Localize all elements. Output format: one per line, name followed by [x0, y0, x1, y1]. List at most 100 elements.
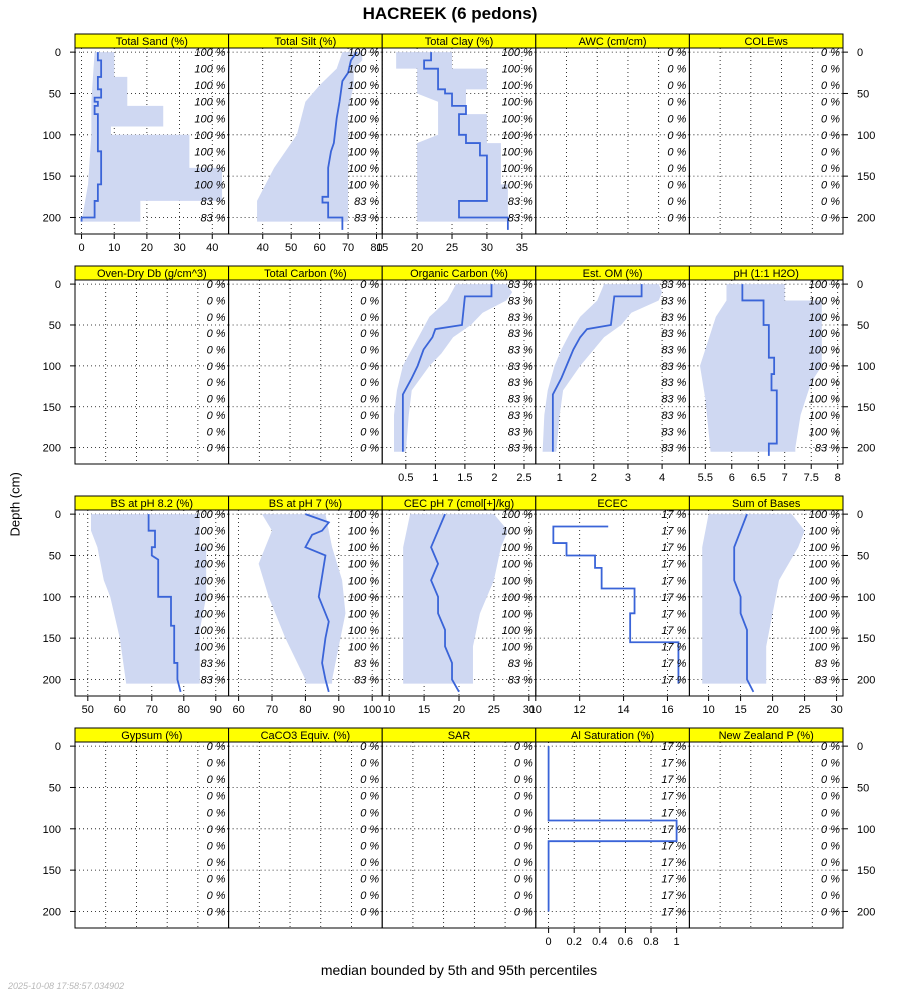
data-completeness-label: 0 %	[514, 807, 533, 819]
data-completeness-label: 100 %	[348, 179, 379, 191]
data-completeness-label: 0 %	[207, 824, 226, 836]
data-completeness-label: 17 %	[661, 625, 686, 637]
data-completeness-label: 100 %	[194, 146, 225, 158]
data-completeness-label: 0 %	[821, 824, 840, 836]
panel-frame	[688, 741, 844, 929]
y-tick-label: 150	[857, 402, 875, 414]
data-completeness-label: 0 %	[207, 328, 226, 340]
data-completeness-label: 100 %	[348, 625, 379, 637]
panel-title: COLEws	[744, 36, 788, 48]
data-completeness-label: 0 %	[514, 741, 533, 753]
data-completeness-label: 17 %	[661, 873, 686, 885]
median-line	[552, 525, 680, 684]
data-completeness-label: 0 %	[821, 758, 840, 770]
data-completeness-label: 0 %	[360, 840, 379, 852]
y-tick-label: 200	[857, 443, 875, 455]
median-line	[423, 52, 509, 230]
data-completeness-label: 83 %	[661, 394, 686, 406]
data-completeness-label: 100 %	[194, 575, 225, 587]
y-tick-label: 0	[55, 47, 61, 59]
data-completeness-label: 83 %	[508, 443, 533, 455]
data-completeness-label: 0 %	[360, 394, 379, 406]
data-completeness-label: 100 %	[502, 47, 533, 59]
panel-title: CEC pH 7 (cmol[+]/kg)	[404, 498, 514, 510]
data-completeness-label: 100 %	[502, 130, 533, 142]
panel-title: Total Sand (%)	[116, 36, 188, 48]
median-line	[741, 284, 778, 456]
data-completeness-label: 83 %	[661, 328, 686, 340]
data-completeness-label: 100 %	[502, 113, 533, 125]
y-tick-label: 50	[857, 320, 869, 332]
data-completeness-label: 17 %	[661, 906, 686, 918]
y-tick-label: 150	[43, 402, 61, 414]
data-completeness-label: 100 %	[194, 559, 225, 571]
x-tick-label: 30	[830, 704, 842, 716]
y-tick-label: 0	[55, 509, 61, 521]
x-tick-label: 15	[734, 704, 746, 716]
data-completeness-label: 100 %	[809, 608, 840, 620]
x-tick-label: 14	[617, 704, 629, 716]
y-tick-label: 0	[857, 279, 863, 291]
data-completeness-label: 0 %	[667, 146, 686, 158]
panel-1: 100 % 100 % 100 % 100 % 100 % 100 % 100 % 100 %…	[228, 33, 383, 254]
data-completeness-label: 0 %	[207, 890, 226, 902]
data-completeness-label: 17 %	[661, 791, 686, 803]
data-completeness-label: 100 %	[194, 592, 225, 604]
data-completeness-label: 83 %	[661, 279, 686, 291]
data-completeness-label: 83 %	[508, 361, 533, 373]
data-completeness-label: 0 %	[514, 774, 533, 786]
data-completeness-label: 83 %	[508, 674, 533, 686]
x-tick-label: 10	[383, 704, 395, 716]
median-line	[547, 746, 678, 912]
x-tick-label: 6.5	[751, 472, 766, 484]
x-tick-label: 15	[418, 704, 430, 716]
panel-title: Est. OM (%)	[583, 268, 643, 280]
panel-14: 100 % 100 % 100 % 100 % 100 % 100 % 100 % 100 %…	[688, 495, 875, 716]
panel-9: 100 % 100 % 100 % 100 % 100 % 100 % 100 % 100 %…	[688, 265, 875, 484]
data-completeness-label: 0 %	[821, 857, 840, 869]
data-completeness-label: 0 %	[821, 146, 840, 158]
panel-16: 0 % 0 % 0 % 0 % 0 % 0 % 0 % 0 % 0 % 0 % 0 % CaCO3 E…	[228, 727, 383, 929]
data-completeness-label: 100 %	[348, 163, 379, 175]
data-completeness-label: 83 %	[661, 426, 686, 438]
data-completeness-label: 0 %	[207, 426, 226, 438]
y-tick-label: 200	[857, 212, 875, 224]
x-tick-label: 2	[591, 472, 597, 484]
data-completeness-label: 100 %	[809, 509, 840, 521]
panel-title: pH (1:1 H2O)	[733, 268, 798, 280]
data-completeness-label: 0 %	[207, 758, 226, 770]
data-completeness-label: 100 %	[809, 625, 840, 637]
data-completeness-label: 83 %	[508, 196, 533, 208]
data-completeness-label: 17 %	[661, 774, 686, 786]
y-tick-label: 200	[43, 674, 61, 686]
data-completeness-label: 100 %	[502, 163, 533, 175]
panel-title: Organic Carbon (%)	[410, 268, 508, 280]
data-completeness-label: 0 %	[514, 791, 533, 803]
data-completeness-label: 100 %	[809, 410, 840, 422]
data-completeness-label: 0 %	[207, 741, 226, 753]
data-completeness-label: 0 %	[514, 906, 533, 918]
panel-title: CaCO3 Equiv. (%)	[261, 730, 351, 742]
data-completeness-label: 0 %	[360, 807, 379, 819]
data-completeness-label: 0 %	[207, 807, 226, 819]
x-tick-label: 4	[659, 472, 665, 484]
data-completeness-label: 0 %	[360, 758, 379, 770]
data-completeness-label: 0 %	[514, 824, 533, 836]
data-completeness-label: 83 %	[354, 658, 379, 670]
data-completeness-label: 100 %	[348, 641, 379, 653]
median-line	[147, 514, 182, 693]
data-completeness-label: 100 %	[348, 80, 379, 92]
data-completeness-label: 0 %	[360, 774, 379, 786]
panel-title: Oven-Dry Db (g/cm^3)	[97, 268, 207, 280]
data-completeness-label: 17 %	[661, 592, 686, 604]
data-completeness-label: 100 %	[502, 542, 533, 554]
data-completeness-label: 100 %	[194, 97, 225, 109]
y-tick-label: 200	[857, 674, 875, 686]
data-completeness-label: 17 %	[661, 575, 686, 587]
panel-title: Sum of Bases	[732, 498, 801, 510]
data-completeness-label: 83 %	[508, 279, 533, 291]
data-completeness-label: 0 %	[821, 212, 840, 224]
panel-title: New Zealand P (%)	[719, 730, 814, 742]
x-tick-label: 50	[285, 242, 297, 254]
